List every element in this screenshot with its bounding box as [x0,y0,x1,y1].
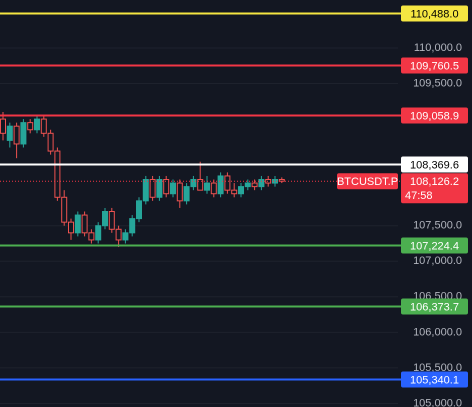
candle-body [272,179,278,184]
level-label-box [401,5,468,22]
level-label-box [401,156,468,173]
candle-body [224,175,231,191]
level-label: 108,369.6 [410,159,459,171]
y-tick-label: 105,500.0 [413,362,462,374]
candle-body [20,122,27,145]
candle-body [108,210,115,230]
y-tick-label: 109,500.0 [413,77,462,89]
candle-body [95,225,102,241]
candle-body [122,232,129,241]
candle-body [0,118,6,134]
level-label-box [401,298,468,315]
candle-body [47,132,54,152]
candle-body [265,179,272,184]
level-label: 105,340.1 [410,374,459,386]
candle-body [170,182,176,195]
candle-body [190,179,197,188]
candle-body [210,182,217,195]
candle-body [81,214,88,234]
y-tick-label: 107,500.0 [413,220,462,232]
candle-body [34,118,40,131]
candle-body [13,125,20,145]
candle-body [278,179,285,182]
candle-body [68,221,74,234]
candle-body [183,186,190,202]
candle-body [142,179,149,202]
level-label: 106,373.7 [410,301,459,313]
symbol-box [337,173,398,190]
candle-body [136,200,142,220]
candle-body [149,179,156,198]
candle-body [217,175,224,195]
candle-body [238,186,244,195]
candle-body [102,210,108,227]
level-label-box [401,371,468,388]
level-label-box [401,107,468,124]
candle-body [258,179,265,188]
level-label: 110,488.0 [410,8,458,20]
candle-body [115,228,122,241]
candle-body [74,214,81,234]
candle-body [176,182,183,202]
y-tick-label: 110,000.0 [414,42,462,54]
level-label: 107,224.4 [410,240,459,252]
y-tick-label: 107,000.0 [413,255,462,267]
countdown-label: 47:58 [405,190,433,202]
y-tick-label: 105,000.0 [413,397,462,407]
level-label-box [401,57,468,74]
level-label: 109,760.5 [410,60,459,72]
candle-body [251,182,258,188]
candle-body [197,179,204,191]
price-label: 108,126.2 [410,176,459,188]
candle-body [231,189,238,195]
candle-body [244,182,251,188]
price-box [401,173,468,204]
candle-body [129,218,136,234]
candle-body [156,179,163,198]
candle-body [204,182,210,191]
candle-body [163,179,170,195]
candle-body [88,232,95,241]
candle-body [61,196,68,223]
candle-body [40,118,47,134]
y-tick-label: 106,000.0 [413,326,462,338]
candle-body [54,150,61,198]
level-label-box [401,237,468,254]
candle-body [27,122,34,131]
symbol-label: BTCUSDT.P [337,176,398,188]
candle-body [6,125,13,141]
level-label: 109,058.9 [410,110,459,122]
